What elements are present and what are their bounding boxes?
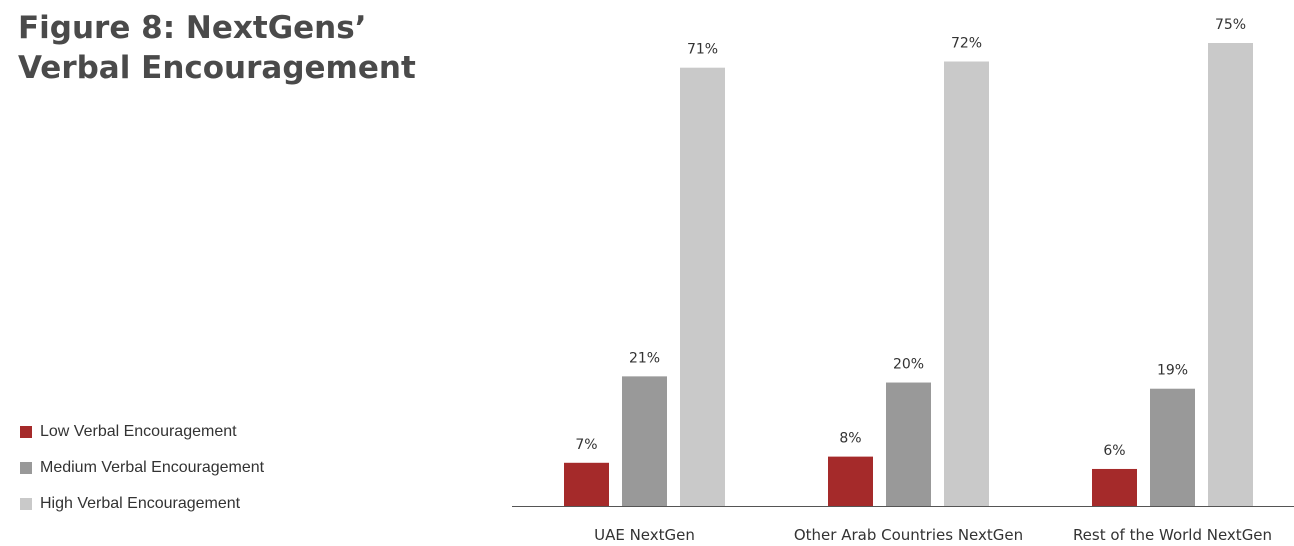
legend-swatch-high [20,498,32,510]
chart-legend: Low Verbal Encouragement Medium Verbal E… [20,414,264,522]
value-label-high-2: 72% [951,36,982,52]
bar-high-3 [1208,43,1253,506]
bar-high-2 [944,61,989,507]
legend-item-high: High Verbal Encouragement [20,486,264,522]
legend-label-low: Low Verbal Encouragement [40,423,237,440]
bar-low-2 [828,456,873,506]
value-label-high-1: 71% [687,42,718,58]
value-label-high-3: 75% [1215,17,1246,33]
legend-item-medium: Medium Verbal Encouragement [20,450,264,486]
chart-title-line-1: Figure 8: NextGens’ [18,10,367,46]
bar-medium-2 [886,382,931,506]
bar-medium-1 [622,376,667,506]
chart-title: Figure 8: NextGens’ Verbal Encouragement [18,8,416,88]
bar-low-1 [564,462,609,506]
category-label-2: Other Arab Countries NextGen [794,526,1023,544]
value-label-medium-1: 21% [629,350,660,366]
value-label-low-1: 7% [575,437,597,453]
value-label-medium-2: 20% [893,357,924,373]
category-label-3: Rest of the World NextGen [1073,526,1272,544]
legend-label-medium: Medium Verbal Encouragement [40,459,265,476]
legend-item-low: Low Verbal Encouragement [20,414,264,450]
bar-low-3 [1092,468,1137,506]
category-label-1: UAE NextGen [594,526,695,544]
legend-label-high: High Verbal Encouragement [40,495,241,512]
bar-high-1 [680,67,725,507]
value-label-low-2: 8% [839,431,861,447]
value-label-medium-3: 19% [1157,363,1188,379]
chart-title-line-2: Verbal Encouragement [18,50,416,86]
legend-swatch-medium [20,462,32,474]
legend-swatch-low [20,426,32,438]
value-label-low-3: 6% [1103,443,1125,459]
bar-medium-3 [1150,388,1195,506]
